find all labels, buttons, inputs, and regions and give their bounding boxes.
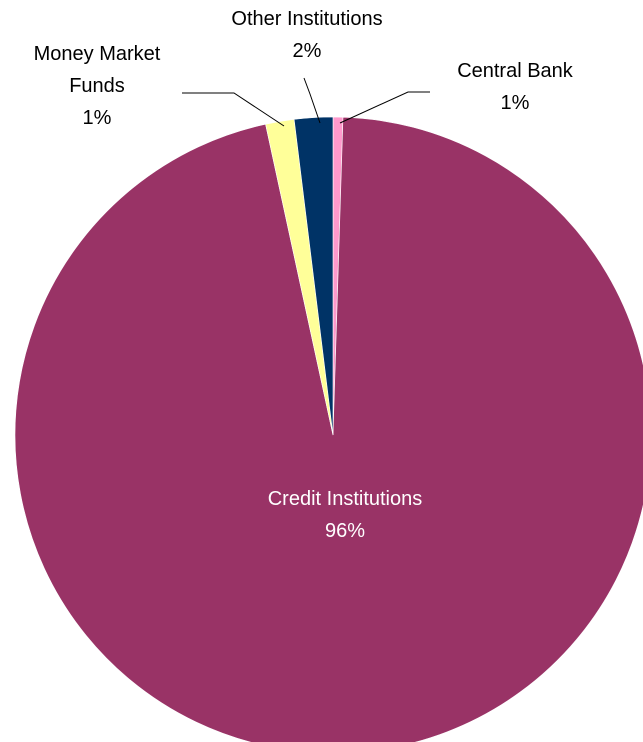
slice-label-central-bank: Central Bank 1% — [457, 60, 574, 114]
slice-percent-label: 96% — [325, 520, 365, 542]
slice-percent-label: 1% — [501, 92, 530, 114]
slice-percent-label: 2% — [293, 40, 322, 62]
slice-name-label: Funds — [69, 75, 125, 97]
pie-slice-credit-institutions — [14, 116, 643, 742]
pie-slices — [14, 116, 643, 742]
slice-labels: Central Bank 1% Credit Institutions 96% Mone… — [34, 8, 574, 542]
slice-percent-label: 1% — [83, 107, 112, 129]
pie-slice-other-institutions — [293, 116, 334, 436]
slice-label-credit-institutions: Credit Institutions 96% — [268, 488, 423, 542]
slice-label-other-institutions: Other Institutions 2% — [231, 8, 382, 62]
slice-name-label: Credit Institutions — [268, 488, 423, 510]
slice-label-money-market-funds: Money Market Funds 1% — [34, 43, 161, 129]
slice-name-label: Money Market — [34, 43, 161, 65]
slice-name-label: Other Institutions — [231, 8, 382, 30]
leader-line-money-market-funds — [182, 92, 285, 127]
leader-line-central-bank — [339, 91, 430, 124]
leader-line-other-institutions — [303, 77, 321, 124]
slice-name-label: Central Bank — [457, 60, 574, 82]
leader-lines — [182, 77, 430, 127]
